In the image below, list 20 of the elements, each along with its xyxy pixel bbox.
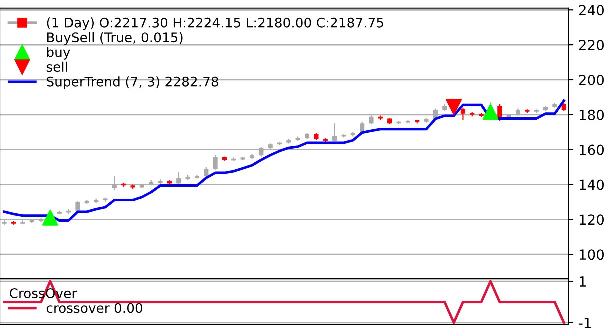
candlestick: [332, 124, 338, 142]
y-tick-label: 160: [580, 144, 604, 156]
point: [446, 99, 462, 116]
point: [482, 104, 499, 120]
legend-label: (1 Day) O:2217.30 H:2224.15 L:2180.00 C:2187.75: [47, 18, 384, 30]
y-tick-label: 100: [580, 250, 604, 260]
y-tick-label: 200: [579, 74, 604, 86]
point: [42, 210, 58, 226]
legend-label: crossover 0.00: [46, 303, 143, 314]
legend-label: SuperTrend (7, 3) 2282.78: [47, 76, 218, 90]
annotation: BuySell (True, 0.015): [47, 32, 183, 46]
y-tick-label: -1: [579, 318, 591, 328]
y-tick-label: 120: [580, 214, 604, 226]
legend-label: buy: [47, 47, 70, 60]
y-tick-label: 180: [580, 110, 604, 120]
legend-label: sell: [46, 62, 68, 72]
y-tick-label: 140: [580, 180, 604, 190]
y-tick-label: 1: [580, 276, 586, 287]
y-tick-label: 240: [579, 5, 604, 16]
y-tick-label: 220: [579, 40, 604, 51]
